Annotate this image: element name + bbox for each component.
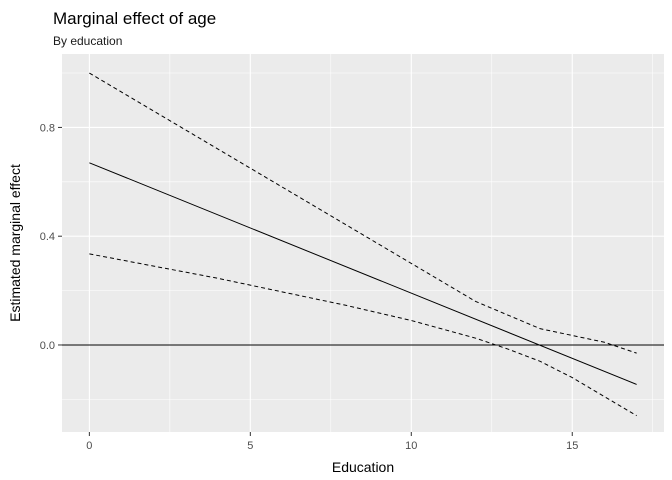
x-tick-label: 15 <box>566 440 578 452</box>
x-tick-label: 5 <box>247 440 253 452</box>
chart-title: Marginal effect of age <box>53 9 216 28</box>
upper-ci-line <box>89 72 637 354</box>
estimate-line <box>89 162 637 385</box>
grid-major <box>62 54 664 432</box>
x-axis-ticks: 0 5 10 15 <box>86 432 578 452</box>
plot-panel <box>62 54 664 432</box>
y-tick-label: 0.0 <box>40 340 55 352</box>
y-axis-ticks: 0.0 0.4 0.8 <box>40 122 62 352</box>
x-axis-title: Education <box>332 459 394 475</box>
lower-ci-line <box>89 253 637 417</box>
chart-subtitle: By education <box>53 34 122 48</box>
y-tick-label: 0.4 <box>40 231 55 243</box>
y-tick-label: 0.8 <box>40 122 55 134</box>
x-tick-label: 10 <box>405 440 417 452</box>
series-layer <box>89 72 637 417</box>
grid-minor <box>62 54 664 432</box>
y-axis-title: Estimated marginal effect <box>7 164 23 322</box>
x-tick-label: 0 <box>86 440 92 452</box>
